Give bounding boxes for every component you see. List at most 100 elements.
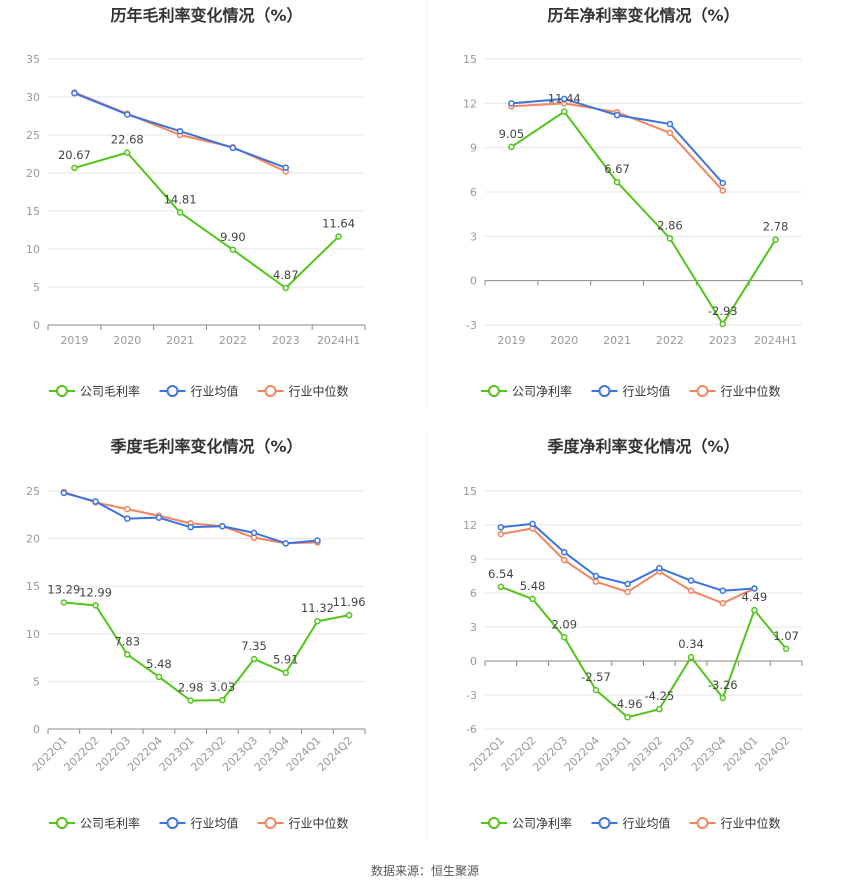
data-point-company (229, 246, 237, 254)
chart-quarterly-gross: 季度毛利率变化情况（%）05101520252022Q12022Q22022Q3… (26, 437, 366, 831)
data-label: 9.90 (220, 230, 246, 244)
data-point-avg (124, 111, 131, 118)
data-label: 11.96 (333, 595, 366, 609)
data-point-company (282, 284, 289, 292)
series-line-company (510, 110, 777, 325)
x-tick-label: 2021 (603, 334, 631, 347)
data-point-avg (624, 580, 631, 588)
data-point-median (124, 505, 131, 513)
data-label: 7.83 (114, 634, 140, 648)
x-tick-label: 2021 (166, 334, 194, 347)
data-label: 6.67 (604, 162, 630, 176)
legend-label: 行业中位数 (289, 816, 349, 831)
y-tick-label: 5 (33, 675, 40, 688)
data-point-avg (92, 498, 99, 505)
data-point-company (561, 108, 568, 115)
data-point-median (592, 578, 600, 585)
data-label: 4.49 (742, 590, 768, 604)
data-label: -3.26 (708, 678, 738, 692)
legend-marker (166, 817, 179, 829)
series-line-company (74, 151, 340, 289)
data-label: 11.44 (548, 92, 581, 106)
legend-label: 行业中位数 (721, 816, 781, 831)
legend-label: 行业均值 (191, 384, 239, 399)
legend-item-median: 行业中位数 (257, 384, 349, 399)
legend-label: 公司毛利率 (80, 816, 140, 831)
data-label: 0.34 (678, 637, 704, 651)
data-point-company (529, 595, 536, 603)
data-label: -2.93 (708, 304, 738, 318)
legend-marker (166, 385, 179, 397)
x-tick-label: 2024H1 (317, 334, 360, 347)
data-point-avg (219, 522, 226, 530)
legend-label: 行业中位数 (721, 384, 781, 399)
data-point-company (60, 599, 68, 606)
data-point-company (124, 651, 131, 658)
y-tick-label: 15 (26, 205, 40, 218)
y-tick-label: 3 (470, 230, 477, 243)
data-point-company (187, 697, 194, 704)
y-tick-label: 35 (26, 53, 40, 66)
chart-title: 历年毛利率变化情况（%） (110, 6, 302, 25)
data-point-avg (176, 127, 184, 135)
data-point-avg (282, 540, 289, 547)
data-label: 20.67 (58, 148, 91, 162)
data-point-avg (282, 164, 289, 171)
data-point-median (561, 556, 568, 564)
y-tick-label: 0 (33, 723, 40, 736)
data-label: 2.86 (657, 218, 683, 232)
y-tick-label: 20 (26, 167, 40, 180)
y-tick-label: 9 (470, 142, 477, 155)
data-point-company (561, 634, 568, 641)
y-tick-label: 15 (463, 53, 477, 66)
y-tick-label: 25 (26, 485, 40, 498)
y-tick-label: 3 (470, 621, 477, 634)
data-label: -4.96 (613, 697, 643, 711)
data-label: 11.64 (322, 217, 355, 231)
data-point-avg (613, 111, 621, 119)
data-point-avg (719, 587, 726, 594)
data-label: 22.68 (111, 133, 144, 147)
data-label: 1.07 (773, 629, 799, 643)
legend-item-median: 行业中位数 (689, 816, 781, 831)
y-tick-label: 0 (33, 319, 40, 332)
data-label: 6.54 (488, 567, 514, 581)
legend-item-avg: 行业均值 (159, 384, 239, 399)
x-tick-label: 2023 (272, 334, 300, 347)
data-label: 5.48 (146, 657, 172, 671)
legend-label: 行业均值 (623, 816, 671, 831)
legend-marker (56, 385, 68, 397)
data-point-company (71, 164, 78, 172)
legend-label: 公司毛利率 (80, 384, 140, 399)
data-point-avg (187, 523, 194, 531)
y-tick-label: 0 (470, 275, 477, 288)
legend-marker (56, 817, 68, 829)
data-point-company (656, 705, 663, 713)
data-point-median (687, 587, 695, 594)
data-point-avg (60, 489, 68, 497)
y-tick-label: 10 (26, 243, 40, 256)
chart-quarterly-net: 季度净利率变化情况（%）-6-3036912152022Q12022Q22022… (463, 437, 803, 831)
data-point-avg (229, 144, 237, 152)
data-point-company (772, 236, 779, 243)
data-label: 2.09 (551, 617, 577, 631)
data-point-avg (592, 572, 600, 580)
y-tick-label: 10 (26, 628, 40, 641)
data-point-company (155, 673, 163, 681)
data-point-company (613, 178, 621, 186)
legend-marker (264, 385, 277, 397)
legend-marker (488, 817, 500, 829)
data-point-median (666, 129, 674, 137)
data-point-avg (561, 95, 568, 103)
chart-annual-net: 历年净利率变化情况（%） -3 0 3 6 9 12 15 2019 2020 2021 2022 20… (463, 6, 803, 399)
data-label: 14.81 (164, 192, 197, 206)
data-point-avg (250, 529, 258, 537)
data-point-median (719, 187, 726, 194)
data-point-company (345, 611, 353, 619)
data-label: 5.48 (520, 579, 546, 593)
legend-item-avg: 行业均值 (591, 816, 671, 831)
y-tick-label: 30 (26, 91, 40, 104)
data-point-median (719, 599, 726, 607)
data-point-avg (656, 564, 663, 572)
